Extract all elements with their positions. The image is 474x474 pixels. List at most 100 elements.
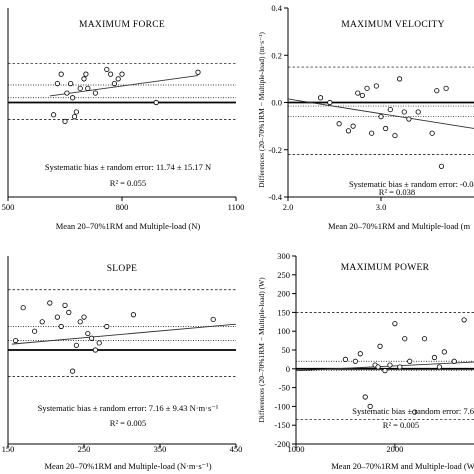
data-point: [96, 340, 102, 346]
data-point: [362, 394, 368, 400]
x-tick-label: 350: [154, 444, 167, 454]
data-point: [20, 305, 26, 311]
data-point: [345, 128, 352, 134]
data-point: [47, 300, 53, 306]
data-point: [359, 92, 365, 99]
data-point: [81, 314, 87, 320]
data-point: [210, 316, 216, 323]
data-point: [406, 116, 412, 122]
data-point: [92, 347, 99, 353]
data-point: [461, 317, 467, 323]
x-tick-label: 1000: [288, 444, 305, 454]
data-point: [387, 362, 393, 368]
data-point: [367, 403, 373, 409]
regression-line: [295, 361, 474, 372]
data-point: [373, 83, 379, 89]
r2-annotation: R² = 0.005: [383, 420, 419, 430]
x-tick-label: 3.0: [376, 202, 387, 212]
data-point: [104, 66, 110, 73]
data-point: [392, 132, 398, 139]
y-tick-label: 200: [277, 289, 290, 299]
bias-annotation: Systematic bias ± random error: -0.04 ± …: [349, 179, 474, 189]
data-point: [378, 114, 384, 120]
data-point: [387, 106, 393, 113]
y-tick-label: -0.2: [269, 145, 282, 155]
panel-title: MAXIMUM VELOCITY: [341, 20, 445, 30]
y-axis-label: Differences (20–70%1RM − Multiple-load) …: [257, 32, 266, 188]
data-point: [85, 330, 91, 337]
data-point: [364, 85, 370, 91]
data-point: [392, 321, 398, 327]
data-point: [54, 81, 61, 87]
data-point: [383, 125, 389, 132]
data-point: [85, 85, 91, 91]
data-point: [369, 130, 375, 136]
r2-annotation: R² = 0.005: [110, 418, 146, 428]
bias-annotation: Systematic bias ± random error: 7.16 ± 9…: [38, 403, 219, 413]
data-point: [441, 349, 447, 355]
data-point: [62, 302, 68, 308]
data-point: [115, 76, 121, 82]
data-point: [407, 358, 413, 364]
data-point: [352, 358, 358, 364]
regression-line: [49, 75, 199, 97]
data-point: [397, 364, 403, 370]
data-point: [412, 409, 418, 415]
y-tick-label: 250: [277, 270, 290, 280]
data-point: [71, 114, 78, 120]
data-point: [13, 337, 19, 344]
data-point: [130, 312, 136, 318]
data-point: [66, 309, 72, 315]
data-point: [438, 163, 445, 169]
regression-line: [287, 98, 474, 129]
data-point: [58, 71, 64, 77]
x-tick-label: 450: [230, 444, 243, 454]
y-tick-label: 0.0: [271, 98, 282, 108]
x-tick-label: 2.0: [283, 202, 294, 212]
data-point: [431, 354, 438, 361]
data-point: [62, 118, 68, 125]
panel-title: SLOPE: [107, 264, 138, 274]
y-tick-label: 0.4: [271, 3, 282, 13]
data-point: [443, 85, 449, 91]
panel-1: 2.0 3.0 0.4 0.2 0.0 -0.2 -0.4 MAXIMUM VELOCITY S…: [257, 3, 474, 231]
data-point: [355, 90, 361, 96]
x-tick-label: 250: [78, 444, 91, 454]
data-point: [92, 90, 99, 96]
r2-annotation: R² = 0.038: [379, 187, 415, 197]
x-axis-label: Mean 20–70%1RM and Multiple-load (N·m·s⁻…: [44, 461, 211, 471]
data-point: [402, 336, 408, 342]
data-point: [50, 112, 57, 118]
y-tick-label: 0.2: [271, 50, 282, 60]
data-point: [317, 95, 324, 101]
y-tick-label: 100: [277, 326, 290, 336]
panel-0: 500 800 1100 MAXIMUM FORCE Systematic bias ±…: [2, 8, 245, 231]
regression-line: [11, 323, 237, 345]
x-tick-label: 500: [2, 202, 15, 212]
data-point: [39, 319, 45, 325]
x-tick-label: 2000: [386, 444, 403, 454]
y-tick-label: -0.4: [269, 192, 283, 202]
x-tick-label: 150: [2, 444, 15, 454]
x-tick-label: 1100: [228, 202, 245, 212]
y-tick-label: -150: [274, 420, 290, 430]
data-point: [70, 95, 76, 101]
data-point: [396, 76, 403, 82]
data-point: [421, 336, 428, 342]
data-point: [153, 99, 159, 106]
panel-3: 1000 2000 300 250 200 150 100 50 0 -50 -100 -150 -20…: [257, 251, 474, 471]
data-point: [81, 76, 87, 82]
data-point: [73, 342, 80, 348]
data-point: [375, 364, 381, 370]
x-tick-label: 800: [116, 202, 129, 212]
data-point: [68, 81, 74, 87]
data-point: [64, 90, 70, 96]
y-axis-label: Differences (20–70%1RM − Multiple-load) …: [257, 277, 266, 423]
data-point: [436, 364, 442, 370]
data-point: [195, 69, 201, 75]
data-point: [31, 328, 38, 334]
bias-annotation: Systematic bias ± random error: 11.74 ± …: [45, 162, 211, 172]
data-point: [111, 81, 118, 87]
y-tick-label: -100: [274, 401, 290, 411]
